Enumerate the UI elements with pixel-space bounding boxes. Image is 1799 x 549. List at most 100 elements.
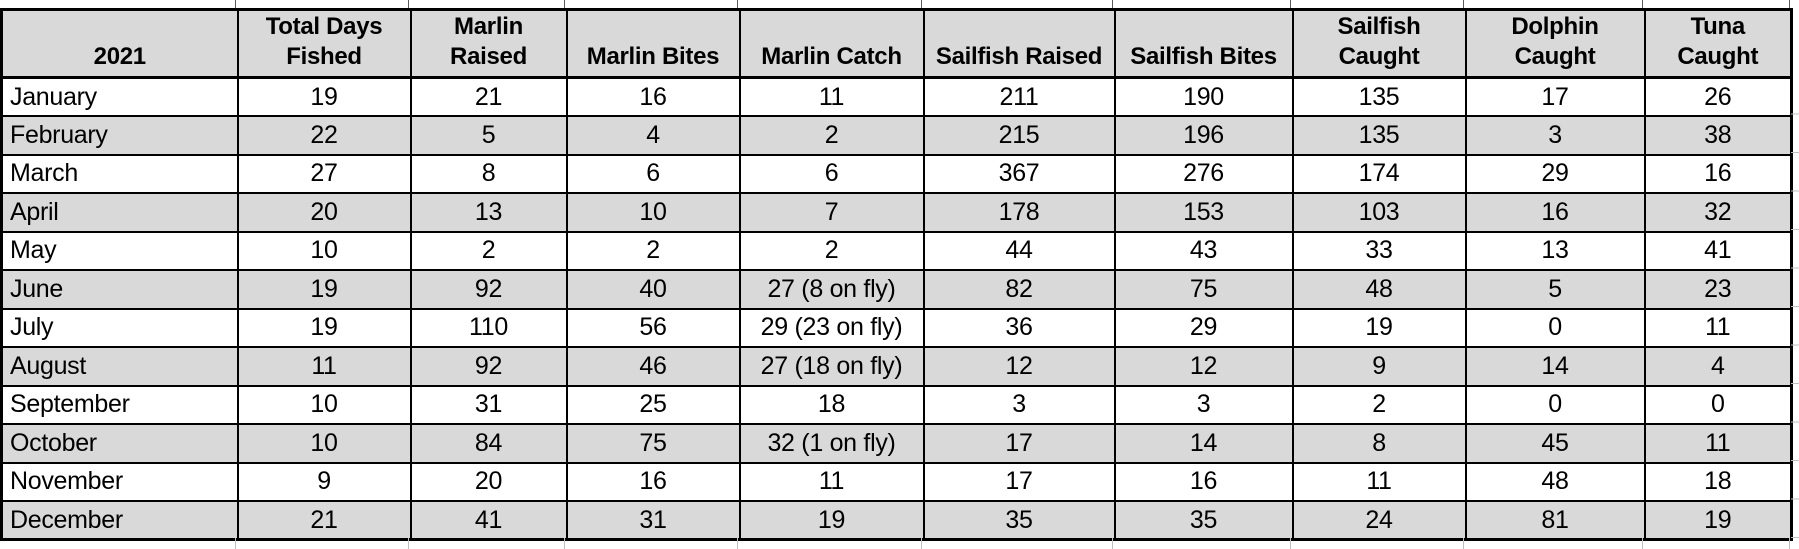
value-cell[interactable]: 82 xyxy=(922,269,1116,310)
value-cell[interactable]: 10 xyxy=(236,384,412,425)
value-cell[interactable]: 21 xyxy=(236,500,412,541)
header-tuna-caught[interactable]: Tuna Caught xyxy=(1643,8,1793,79)
value-cell[interactable]: 44 xyxy=(922,230,1116,271)
value-cell[interactable]: 92 xyxy=(409,346,568,387)
value-cell[interactable]: 4 xyxy=(565,115,741,156)
month-cell[interactable]: March xyxy=(0,153,239,194)
value-cell[interactable]: 16 xyxy=(1113,461,1294,502)
value-cell[interactable]: 110 xyxy=(409,307,568,348)
header-marlin-bites[interactable]: Marlin Bites xyxy=(565,8,741,79)
value-cell[interactable]: 31 xyxy=(409,384,568,425)
value-cell[interactable]: 21 xyxy=(409,76,568,117)
value-cell[interactable]: 0 xyxy=(1464,307,1646,348)
header-sailfish-bites[interactable]: Sailfish Bites xyxy=(1113,8,1294,79)
value-cell[interactable]: 45 xyxy=(1464,423,1646,464)
value-cell[interactable]: 12 xyxy=(1113,346,1294,387)
value-cell[interactable]: 10 xyxy=(565,192,741,233)
header-sailfish-raised[interactable]: Sailfish Raised xyxy=(922,8,1116,79)
value-cell[interactable]: 16 xyxy=(565,461,741,502)
value-cell[interactable]: 2 xyxy=(1291,384,1467,425)
value-cell[interactable]: 8 xyxy=(1291,423,1467,464)
month-cell[interactable]: June xyxy=(0,269,239,310)
value-cell[interactable]: 10 xyxy=(236,423,412,464)
value-cell[interactable]: 75 xyxy=(565,423,741,464)
header-sailfish-caught[interactable]: Sailfish Caught xyxy=(1291,8,1467,79)
value-cell[interactable]: 174 xyxy=(1291,153,1467,194)
value-cell[interactable]: 9 xyxy=(1291,346,1467,387)
value-cell[interactable]: 135 xyxy=(1291,115,1467,156)
value-cell[interactable]: 19 xyxy=(236,307,412,348)
value-cell[interactable]: 276 xyxy=(1113,153,1294,194)
value-cell[interactable]: 0 xyxy=(1643,384,1793,425)
month-cell[interactable]: October xyxy=(0,423,239,464)
header-dolphin-caught[interactable]: Dolphin Caught xyxy=(1464,8,1646,79)
value-cell[interactable]: 41 xyxy=(409,500,568,541)
value-cell[interactable]: 26 xyxy=(1643,76,1793,117)
value-cell[interactable]: 11 xyxy=(738,76,925,117)
value-cell[interactable]: 75 xyxy=(1113,269,1294,310)
value-cell[interactable]: 2 xyxy=(409,230,568,271)
value-cell[interactable]: 19 xyxy=(236,269,412,310)
value-cell[interactable]: 215 xyxy=(922,115,1116,156)
value-cell[interactable]: 9 xyxy=(236,461,412,502)
value-cell[interactable]: 5 xyxy=(1464,269,1646,310)
value-cell[interactable]: 36 xyxy=(922,307,1116,348)
value-cell[interactable]: 10 xyxy=(236,230,412,271)
value-cell[interactable]: 35 xyxy=(922,500,1116,541)
value-cell[interactable]: 92 xyxy=(409,269,568,310)
value-cell[interactable]: 5 xyxy=(409,115,568,156)
value-cell[interactable]: 27 (18 on fly) xyxy=(738,346,925,387)
value-cell[interactable]: 6 xyxy=(565,153,741,194)
value-cell[interactable]: 38 xyxy=(1643,115,1793,156)
value-cell[interactable]: 367 xyxy=(922,153,1116,194)
value-cell[interactable]: 32 xyxy=(1643,192,1793,233)
month-cell[interactable]: May xyxy=(0,230,239,271)
value-cell[interactable]: 14 xyxy=(1113,423,1294,464)
value-cell[interactable]: 48 xyxy=(1291,269,1467,310)
value-cell[interactable]: 211 xyxy=(922,76,1116,117)
value-cell[interactable]: 11 xyxy=(236,346,412,387)
value-cell[interactable]: 29 xyxy=(1113,307,1294,348)
value-cell[interactable]: 7 xyxy=(738,192,925,233)
month-cell[interactable]: September xyxy=(0,384,239,425)
value-cell[interactable]: 11 xyxy=(1291,461,1467,502)
value-cell[interactable]: 41 xyxy=(1643,230,1793,271)
value-cell[interactable]: 56 xyxy=(565,307,741,348)
value-cell[interactable]: 19 xyxy=(1643,500,1793,541)
value-cell[interactable]: 84 xyxy=(409,423,568,464)
value-cell[interactable]: 3 xyxy=(1464,115,1646,156)
value-cell[interactable]: 48 xyxy=(1464,461,1646,502)
month-cell[interactable]: August xyxy=(0,346,239,387)
value-cell[interactable]: 81 xyxy=(1464,500,1646,541)
value-cell[interactable]: 3 xyxy=(1113,384,1294,425)
value-cell[interactable]: 18 xyxy=(1643,461,1793,502)
value-cell[interactable]: 17 xyxy=(922,423,1116,464)
value-cell[interactable]: 16 xyxy=(1643,153,1793,194)
month-cell[interactable]: November xyxy=(0,461,239,502)
value-cell[interactable]: 22 xyxy=(236,115,412,156)
header-year[interactable]: 2021 xyxy=(0,8,239,79)
header-marlin-catch[interactable]: Marlin Catch xyxy=(738,8,925,79)
value-cell[interactable]: 14 xyxy=(1464,346,1646,387)
value-cell[interactable]: 18 xyxy=(738,384,925,425)
value-cell[interactable]: 46 xyxy=(565,346,741,387)
value-cell[interactable]: 11 xyxy=(1643,307,1793,348)
value-cell[interactable]: 135 xyxy=(1291,76,1467,117)
value-cell[interactable]: 43 xyxy=(1113,230,1294,271)
value-cell[interactable]: 16 xyxy=(565,76,741,117)
value-cell[interactable]: 25 xyxy=(565,384,741,425)
value-cell[interactable]: 153 xyxy=(1113,192,1294,233)
value-cell[interactable]: 33 xyxy=(1291,230,1467,271)
value-cell[interactable]: 178 xyxy=(922,192,1116,233)
month-cell[interactable]: July xyxy=(0,307,239,348)
value-cell[interactable]: 2 xyxy=(738,230,925,271)
value-cell[interactable]: 6 xyxy=(738,153,925,194)
month-cell[interactable]: January xyxy=(0,76,239,117)
value-cell[interactable]: 2 xyxy=(565,230,741,271)
value-cell[interactable]: 19 xyxy=(236,76,412,117)
value-cell[interactable]: 20 xyxy=(236,192,412,233)
value-cell[interactable]: 35 xyxy=(1113,500,1294,541)
value-cell[interactable]: 11 xyxy=(1643,423,1793,464)
value-cell[interactable]: 16 xyxy=(1464,192,1646,233)
value-cell[interactable]: 27 xyxy=(236,153,412,194)
